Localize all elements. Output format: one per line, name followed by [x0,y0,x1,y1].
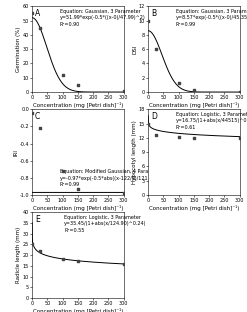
Point [192,135,196,140]
Point [177,81,181,86]
Point [38,125,42,130]
Y-axis label: DSI: DSI [132,44,137,54]
Y-axis label: IRI: IRI [13,149,18,156]
Text: A: A [35,9,40,18]
Y-axis label: Radicle length (mm): Radicle length (mm) [16,227,21,283]
Point [61,72,64,77]
X-axis label: Concentration (mg [Petri dish]⁻¹): Concentration (mg [Petri dish]⁻¹) [149,102,239,108]
Point [146,121,150,126]
Text: Equation: Logistic, 3 Parameter
y=16.75/(1+abs(x/44515)^0.20)
R²=0.61: Equation: Logistic, 3 Parameter y=16.75/… [176,112,247,130]
X-axis label: Concentration (mg [Petri dish]⁻¹): Concentration (mg [Petri dish]⁻¹) [149,205,239,211]
Text: C: C [35,112,40,121]
Point [61,168,64,173]
Text: Equation: Modified Gaussian, 4 Parameter
y=-0.97*exp(-0.5*abs((x-122/9)/12154)^4: Equation: Modified Gaussian, 4 Parameter… [60,169,172,188]
Point [238,135,242,140]
Text: Equation: Gaussian, 3 Parameter
y=51.99*exp(-0.5*((x-0)/47.99)^2)
R²=0.90: Equation: Gaussian, 3 Parameter y=51.99*… [60,9,145,27]
Point [38,25,42,30]
Text: B: B [151,9,156,18]
Text: E: E [35,215,40,224]
Point [154,46,158,51]
X-axis label: Concentration (mg [Petri dish]⁻¹): Concentration (mg [Petri dish]⁻¹) [33,102,123,108]
Point [61,257,64,262]
Y-axis label: Germination (%): Germination (%) [16,27,21,72]
Point [30,111,34,116]
Point [177,134,181,139]
Point [76,259,80,264]
Point [122,191,125,196]
X-axis label: Concentration (mg [Petri dish]⁻¹): Concentration (mg [Petri dish]⁻¹) [33,308,123,312]
Point [30,11,34,16]
Text: Equation: Gaussian, 3 Parameter
y=8.57*exp(-0.5*((x-0)/45.35)^2)
R²=0.99: Equation: Gaussian, 3 Parameter y=8.57*e… [176,9,247,27]
Point [122,261,125,266]
Point [76,187,80,192]
Point [146,18,150,23]
Y-axis label: Hypocotyl length (mm): Hypocotyl length (mm) [132,120,137,184]
Point [38,248,42,253]
Point [30,242,34,247]
Point [238,89,242,94]
Text: Equation: Logistic, 3 Parameter
y=35.45/(1+abs(x/124.90)^0.24)
R²=0.55: Equation: Logistic, 3 Parameter y=35.45/… [64,215,147,233]
X-axis label: Concentration (mg [Petri dish]⁻¹): Concentration (mg [Petri dish]⁻¹) [33,205,123,211]
Point [192,87,196,92]
Point [154,133,158,138]
Point [76,82,80,87]
Point [122,88,125,93]
Text: D: D [151,112,157,121]
